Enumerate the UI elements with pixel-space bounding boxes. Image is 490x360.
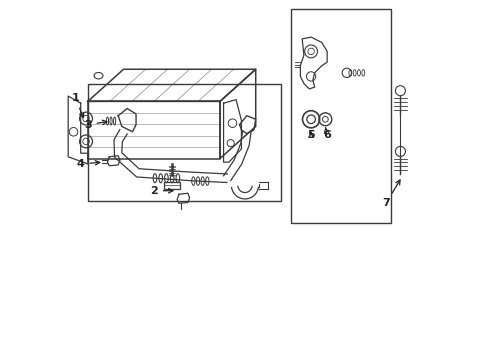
- Text: 6: 6: [323, 127, 331, 140]
- Bar: [88, 84, 281, 202]
- Text: 3: 3: [84, 120, 107, 130]
- Text: 1: 1: [72, 93, 84, 118]
- Text: 5: 5: [307, 130, 315, 140]
- Text: 7: 7: [382, 180, 400, 208]
- Text: 2: 2: [150, 186, 173, 196]
- Text: 4: 4: [77, 159, 100, 169]
- Bar: [292, 9, 392, 223]
